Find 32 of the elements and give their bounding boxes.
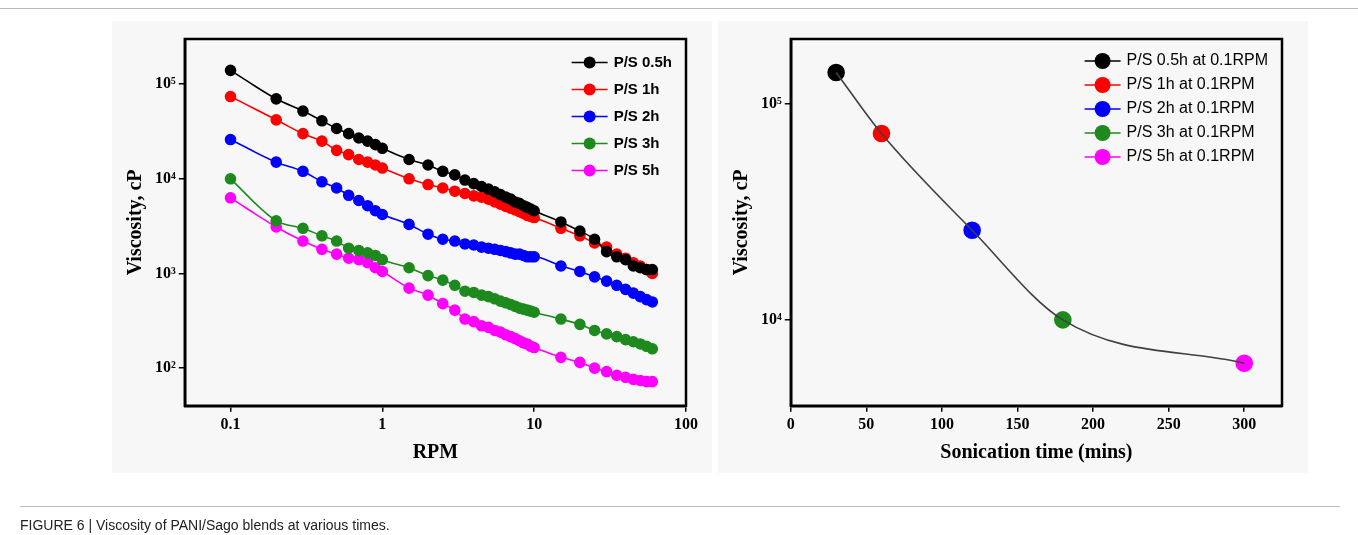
legend-label: P/S 1h at 0.1RPM [1126, 75, 1255, 93]
legend-label: P/S 2h [613, 106, 660, 124]
x-axis-title: Sonication time (mins) [940, 440, 1133, 464]
x-tick-label: 100 [929, 414, 954, 432]
legend-label: P/S 2h at 0.1RPM [1126, 99, 1255, 117]
x-tick-label: 300 [1232, 414, 1257, 432]
x-tick-label: 10 [526, 414, 543, 432]
legend-label: P/S 0.5h at 0.1RPM [1126, 51, 1268, 69]
caption: FIGURE 6 | Viscosity of PANI/Sago blends at various times. [20, 506, 1340, 533]
y-tick-label: 10⁵ [155, 74, 176, 92]
x-tick-label: 1 [378, 414, 387, 432]
y-axis-title: Viscosity, cP [729, 169, 753, 276]
x-tick-label: 0 [786, 414, 795, 432]
y-tick-label: 10⁵ [761, 94, 782, 112]
x-tick-label: 50 [858, 414, 875, 432]
legend-label: P/S 1h [613, 79, 660, 97]
legend-label: P/S 0.5h [613, 52, 672, 70]
legend-label: P/S 5h at 0.1RPM [1126, 147, 1255, 165]
legend-label: P/S 5h [613, 160, 660, 178]
x-tick-label: 100 [674, 414, 698, 432]
y-tick-label: 10⁴ [155, 168, 176, 186]
legend-label: P/S 3h at 0.1RPM [1126, 123, 1255, 141]
x-tick-label: 150 [1005, 414, 1030, 432]
y-tick-label: 10⁴ [761, 310, 782, 328]
y-tick-label: 10³ [155, 263, 176, 281]
x-axis-title: RPM [412, 440, 459, 463]
y-tick-label: 10² [155, 358, 176, 376]
x-tick-label: 0.1 [220, 414, 241, 432]
x-tick-label: 200 [1081, 414, 1106, 432]
y-axis-title: Viscosity, cP [123, 169, 147, 276]
x-tick-label: 250 [1156, 414, 1181, 432]
legend-label: P/S 3h [613, 133, 660, 151]
